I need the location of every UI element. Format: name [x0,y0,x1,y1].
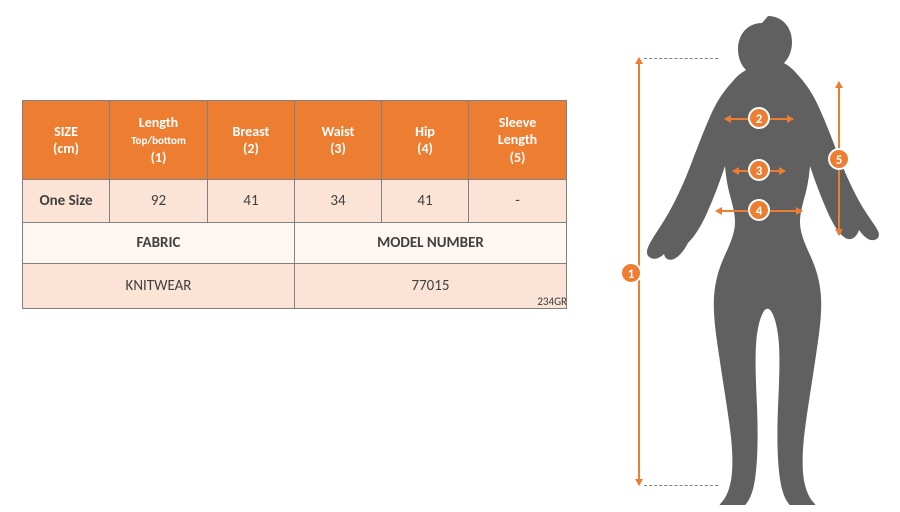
badge-1: 1 [620,262,642,284]
col-waist: Waist(3) [294,101,381,180]
col-sleeve: SleeveLength(5) [469,101,567,180]
size-table: SIZE(cm) LengthTop/bottom(1) Breast(2) W… [22,100,567,309]
col-size: SIZE(cm) [23,101,110,180]
size-table-container: SIZE(cm) LengthTop/bottom(1) Breast(2) W… [22,100,567,309]
badge-5: 5 [828,148,850,170]
table-header-row: SIZE(cm) LengthTop/bottom(1) Breast(2) W… [23,101,567,180]
badge-3: 3 [748,159,770,181]
col-length: LengthTop/bottom(1) [110,101,208,180]
subhead-model: MODEL NUMBER [294,223,566,264]
val-fabric: KNITWEAR [23,264,295,309]
cell-waist: 34 [294,180,381,223]
cell-breast: 41 [207,180,294,223]
badge-4: 4 [748,199,770,221]
dash-bottom [644,485,718,486]
badge-2: 2 [748,107,770,129]
cell-size: One Size [23,180,110,223]
table-data-row: One Size 92 41 34 41 - [23,180,567,223]
val-model: 77015 [294,264,566,309]
body-silhouette [640,10,880,505]
reference-code: 234GR [537,295,567,308]
cell-length: 92 [110,180,208,223]
cell-sleeve: - [469,180,567,223]
col-breast: Breast(2) [207,101,294,180]
col-hip: Hip(4) [382,101,469,180]
measurement-figure: 1 2 3 4 5 [610,10,890,505]
dash-top [644,58,718,59]
subhead-fabric: FABRIC [23,223,295,264]
table-subvalue-row: KNITWEAR 77015 [23,264,567,309]
cell-hip: 41 [382,180,469,223]
table-subheader-row: FABRIC MODEL NUMBER [23,223,567,264]
